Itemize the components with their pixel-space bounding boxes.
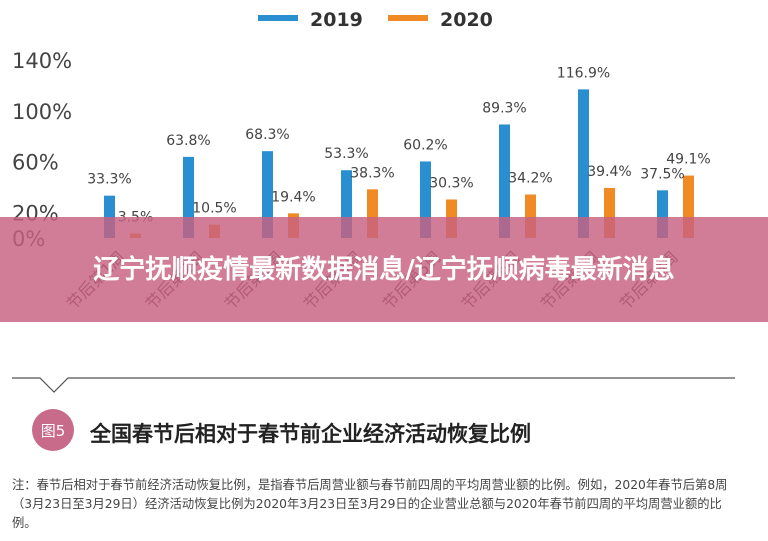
data-label-2020-4: 38.3% (350, 165, 394, 181)
bar-2019-3 (262, 151, 273, 238)
data-label-2019-8: 37.5% (640, 166, 684, 182)
y-tick-label: 60% (12, 151, 59, 175)
bar-2019-2 (183, 156, 194, 238)
data-labels: 33.3%3.5%63.8%10.5%68.3%19.4%53.3%38.3%6… (87, 65, 710, 225)
bar-2020-8 (683, 175, 694, 238)
legend-swatch-2020 (388, 15, 428, 21)
data-label-2019-1: 33.3% (87, 172, 131, 188)
data-label-2019-2: 63.8% (166, 133, 210, 149)
data-label-2020-3: 19.4% (271, 189, 315, 205)
legend-swatch-2019 (258, 15, 298, 21)
section-divider (12, 377, 735, 393)
data-label-2020-6: 34.2% (508, 171, 552, 187)
bar-2019-1 (104, 195, 115, 238)
data-label-2019-4: 53.3% (324, 146, 368, 162)
y-tick-label: 140% (12, 49, 72, 73)
data-label-2020-7: 39.4% (587, 164, 631, 180)
figure-badge: 图5 (32, 409, 74, 451)
bar-2019-5 (420, 161, 431, 238)
bar-2019-6 (499, 124, 510, 238)
figure-title: 全国春节后相对于春节前企业经济活动恢复比例 (90, 422, 531, 446)
legend-label-2020: 2020 (440, 9, 493, 31)
banner-title: 辽宁抚顺疫情最新数据消息/辽宁抚顺病毒最新消息 (93, 254, 675, 285)
figure-note: 注：春节后相对于春节前经济活动恢复比例，是指春节后周营业额与春节前四周的平均周营… (12, 478, 728, 530)
data-label-2020-8: 49.1% (666, 152, 710, 168)
chart-legend: 2019 2020 (258, 9, 493, 31)
bar-2019-4 (341, 170, 352, 238)
data-label-2019-5: 60.2% (403, 137, 447, 153)
data-label-2019-3: 68.3% (245, 127, 289, 143)
bar-2019-7 (578, 89, 589, 239)
title-banner: 辽宁抚顺疫情最新数据消息/辽宁抚顺病毒最新消息 (0, 217, 768, 322)
y-tick-label: 100% (12, 100, 72, 124)
bar-2020-7 (604, 187, 615, 238)
bar-2020-4 (367, 189, 378, 238)
data-label-2019-6: 89.3% (482, 100, 526, 116)
bar-2019-8 (657, 190, 668, 238)
data-label-2020-2: 10.5% (192, 201, 236, 217)
data-label-2020-5: 30.3% (429, 175, 473, 191)
bar-2020-6 (525, 194, 536, 238)
data-label-2019-7: 116.9% (557, 65, 610, 81)
legend-label-2019: 2019 (310, 9, 363, 31)
